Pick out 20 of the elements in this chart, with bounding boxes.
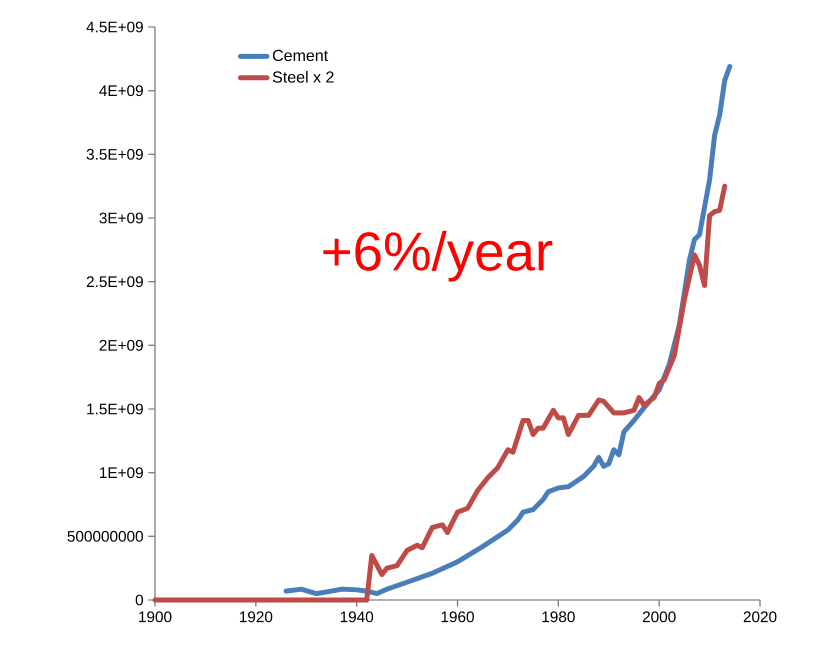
x-tick-label: 1960 [442, 611, 474, 622]
x-tick-label: 2020 [744, 611, 776, 622]
y-tick-label: 500000000 [67, 530, 143, 542]
y-tick-label: 4.5E+09 [86, 22, 143, 32]
y-tick-label: 2E+09 [100, 340, 143, 351]
y-tick-label: 4E+09 [99, 85, 143, 96]
y-tick-label: 3E+09 [99, 212, 143, 224]
x-tick-label: 1940 [340, 611, 374, 622]
annotation: +6%/year [323, 230, 552, 282]
x-tick-label: 2000 [642, 611, 676, 622]
y-tick-label: 2.5E+09 [86, 276, 143, 288]
legend-label: Steel x 2 [272, 70, 334, 83]
y-tick-label: 3.5E+09 [86, 148, 143, 160]
x-tick-label: 1920 [240, 611, 272, 622]
legend-label: Cement [272, 50, 328, 62]
x-tick-label: 1980 [542, 611, 575, 622]
y-tick-label: 1.5E+09 [87, 404, 143, 414]
y-tick-label: 0 [136, 594, 144, 606]
y-tick-label: 1E+09 [100, 467, 143, 478]
x-tick-label: 1900 [139, 611, 172, 622]
